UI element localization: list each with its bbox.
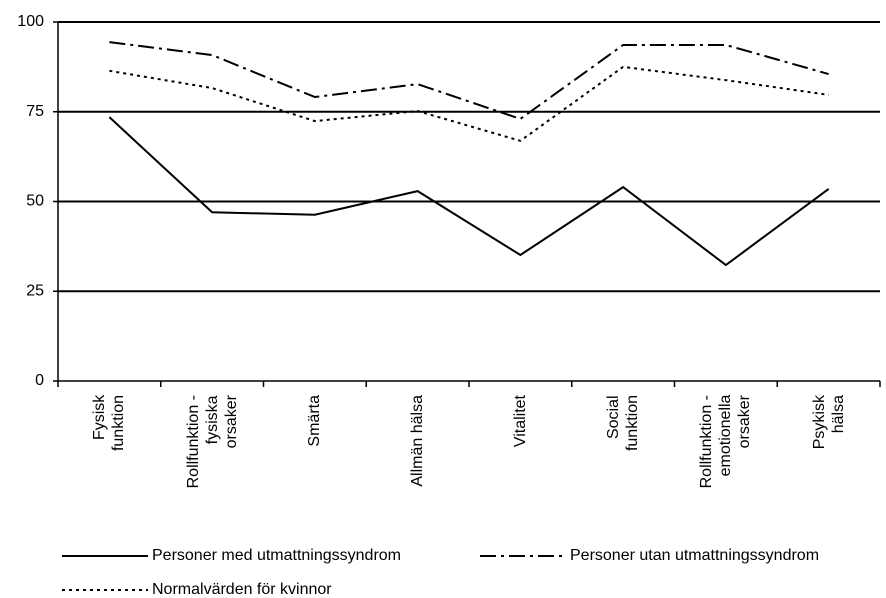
x-tick-label: Rollfunktion - emotionella orsaker: [698, 395, 754, 489]
x-tick-label: Vitalitet: [511, 395, 529, 448]
x-tick-label: Smärta: [306, 395, 324, 447]
series-line: [109, 41, 829, 121]
legend-label: Normalvärden för kvinnor: [152, 581, 332, 598]
y-tick-label: 75: [26, 103, 44, 120]
y-tick-label: 50: [26, 193, 44, 210]
legend-label: Personer utan utmattningssyndrom: [570, 547, 819, 564]
y-tick-label: 0: [35, 372, 44, 389]
x-tick-label: Social funktion: [605, 395, 642, 452]
x-tick-label: Allmän hälsa: [409, 395, 427, 487]
legend-label: Personer med utmattningssyndrom: [152, 547, 401, 564]
y-tick-label: 25: [26, 282, 44, 299]
series-line: [109, 65, 829, 142]
x-tick-label: Fysisk funktion: [91, 395, 128, 452]
y-tick-label: 100: [17, 13, 44, 30]
series-line: [108, 116, 830, 267]
x-tick-label: Psykisk hälsa: [810, 395, 847, 450]
x-tick-label: Rollfunktion - fysiska orsaker: [184, 395, 240, 489]
